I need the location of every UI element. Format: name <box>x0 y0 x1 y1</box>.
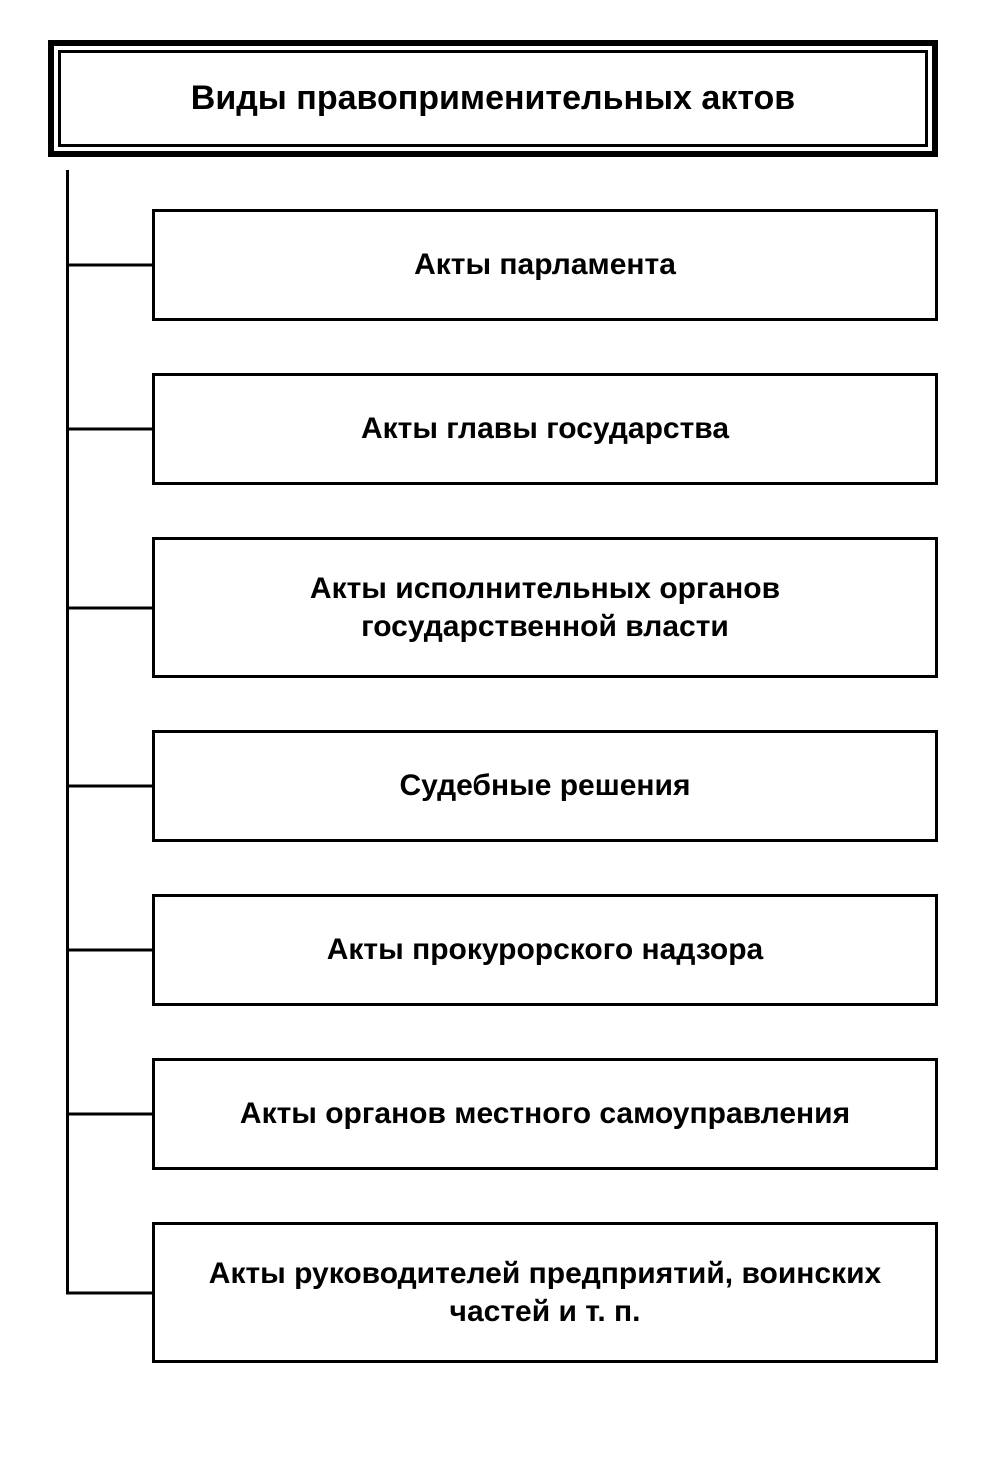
tree-item: Акты парламента <box>152 209 938 321</box>
diagram-header: Виды правоприменительных актов <box>48 40 938 157</box>
tree-branch <box>66 606 152 609</box>
item-box: Акты органов местного самоуправления <box>152 1058 938 1170</box>
diagram-items: Акты парламента Акты главы государства А… <box>152 209 938 1363</box>
item-box: Акты руководителей предприятий, воинских… <box>152 1222 938 1363</box>
tree-item: Акты руководителей предприятий, воинских… <box>152 1222 938 1363</box>
tree-branch <box>66 785 152 788</box>
tree-item: Акты исполнительных органов государствен… <box>152 537 938 678</box>
item-label: Акты руководителей предприятий, воинских… <box>179 1255 911 1330</box>
tree-item: Судебные решения <box>152 730 938 842</box>
item-label: Судебные решения <box>400 767 691 805</box>
item-label: Акты исполнительных органов государствен… <box>179 570 911 645</box>
item-box: Акты исполнительных органов государствен… <box>152 537 938 678</box>
item-label: Акты парламента <box>414 246 676 284</box>
hierarchy-diagram: Виды правоприменительных актов Акты парл… <box>48 40 938 1363</box>
tree-item: Акты главы государства <box>152 373 938 485</box>
item-box: Акты прокурорского надзора <box>152 894 938 1006</box>
item-box: Акты парламента <box>152 209 938 321</box>
tree-branch <box>66 264 152 267</box>
tree-branch <box>66 949 152 952</box>
item-box: Судебные решения <box>152 730 938 842</box>
tree-branch <box>66 428 152 431</box>
tree-branch <box>66 1291 152 1294</box>
item-label: Акты органов местного самоуправления <box>240 1095 850 1133</box>
item-label: Акты главы государства <box>361 410 729 448</box>
tree-item: Акты прокурорского надзора <box>152 894 938 1006</box>
item-label: Акты прокурорского надзора <box>327 931 763 969</box>
tree-branch <box>66 1113 152 1116</box>
diagram-header-inner: Виды правоприменительных актов <box>58 50 928 147</box>
tree-item: Акты органов местного самоуправления <box>152 1058 938 1170</box>
item-box: Акты главы государства <box>152 373 938 485</box>
diagram-title: Виды правоприменительных актов <box>81 79 905 118</box>
tree-trunk <box>66 170 69 1294</box>
